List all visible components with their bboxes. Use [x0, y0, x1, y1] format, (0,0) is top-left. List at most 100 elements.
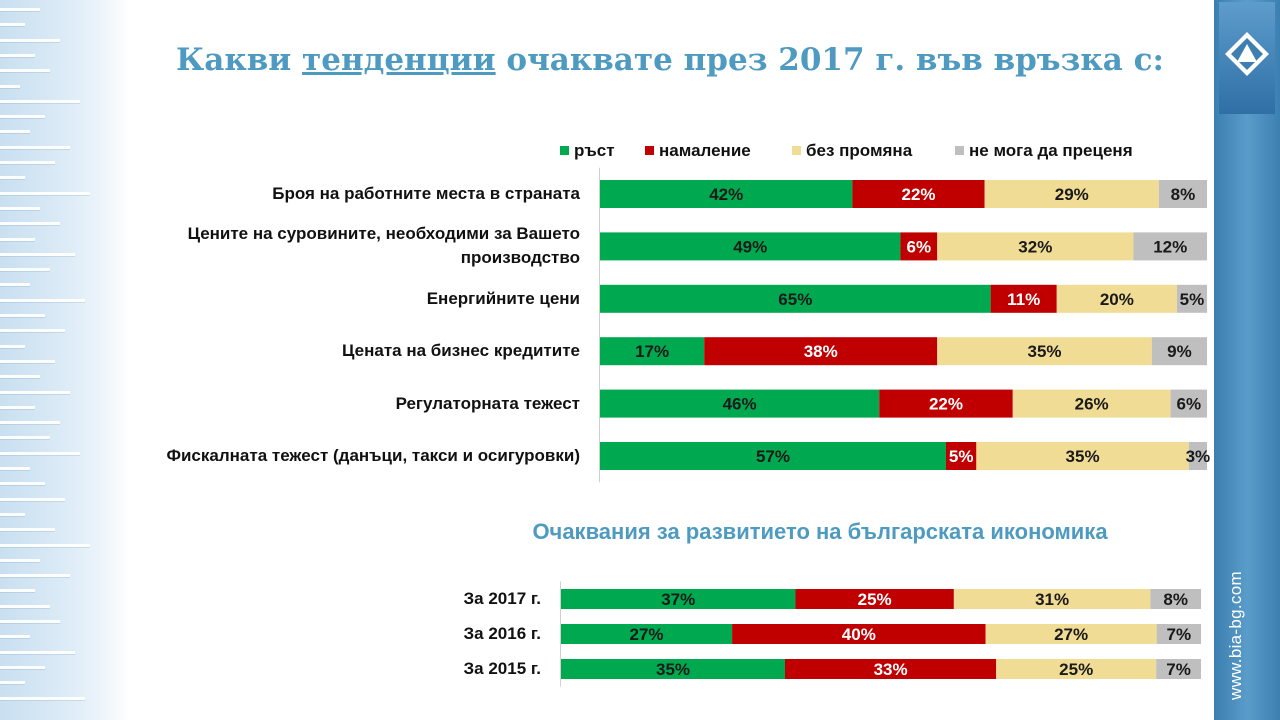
legend-item-growth: ръст — [560, 141, 615, 161]
data-label: 40% — [842, 625, 876, 644]
data-label: 29% — [1055, 185, 1089, 204]
bar-segment-cannot-judge — [1133, 232, 1207, 261]
decor-stripe — [0, 115, 45, 119]
data-label: 35% — [1028, 342, 1062, 361]
bar-segment-no-change — [996, 659, 1157, 679]
bar-segment-cannot-judge — [1150, 589, 1201, 609]
bar-segment-cannot-judge — [1156, 659, 1201, 679]
bia-logo-icon — [1219, 2, 1275, 114]
bar-segment-no-change — [1012, 389, 1171, 418]
data-label: 7% — [1167, 625, 1192, 644]
bar-segment-decrease — [945, 442, 977, 470]
decor-stripe — [0, 191, 90, 195]
bar-segment-decrease — [732, 624, 986, 644]
bar-segment-growth — [561, 589, 796, 609]
bar-segment-cannot-judge — [1188, 442, 1207, 470]
decor-stripe — [0, 421, 60, 425]
decor-stripe — [0, 436, 50, 440]
data-label: 25% — [858, 590, 892, 609]
data-label: 11% — [1007, 290, 1040, 309]
decor-stripe — [0, 497, 65, 501]
decor-stripe — [0, 604, 50, 608]
bar-segment-cannot-judge — [1176, 284, 1207, 313]
data-label: 22% — [929, 395, 963, 414]
data-label: 32% — [1018, 237, 1052, 256]
data-label: 27% — [630, 625, 664, 644]
data-label: 3% — [1186, 447, 1211, 466]
data-label: 22% — [902, 185, 936, 204]
decor-stripe — [0, 390, 70, 394]
category-label: Броя на работните места в страната — [272, 184, 580, 203]
category-label: Енергийните цени — [426, 288, 580, 308]
decor-stripe — [0, 23, 25, 27]
bar-segment-no-change — [937, 232, 1134, 261]
decor-stripe — [0, 99, 80, 103]
data-label: 20% — [1100, 290, 1134, 309]
bar-segment-cannot-judge — [1170, 389, 1207, 418]
legend-swatch — [645, 146, 654, 155]
decor-stripe — [0, 252, 75, 256]
bar-segment-growth — [600, 232, 901, 261]
category-label: За 2015 г. — [463, 659, 541, 678]
decor-stripe — [0, 482, 45, 486]
decor-stripe — [0, 8, 40, 11]
category-label: За 2017 г. — [463, 589, 541, 608]
decor-stripe — [0, 451, 80, 455]
category-label: Цените на суровините, необходими за Ваше… — [187, 224, 580, 268]
bar-segment-decrease — [785, 659, 997, 679]
legend-item-decrease: намаление — [645, 141, 751, 161]
decor-stripe — [0, 558, 40, 562]
decor-stripe — [0, 329, 65, 333]
decor-stripe — [0, 69, 50, 73]
bar-segment-growth — [600, 180, 853, 208]
decor-stripe — [0, 161, 55, 164]
decor-stripe — [0, 53, 35, 57]
title-end: очаквате през 2017 г. във връзка с: — [495, 42, 1164, 78]
decor-stripe — [0, 145, 70, 149]
decor-stripe — [0, 237, 35, 241]
legend-swatch — [560, 146, 569, 155]
bar-segment-no-change — [976, 442, 1189, 470]
data-label: 6% — [907, 237, 932, 256]
decor-stripe — [0, 283, 30, 287]
data-label: 6% — [1177, 395, 1202, 414]
decor-stripe — [0, 681, 25, 685]
data-label: 49% — [733, 237, 767, 256]
bar-segment-decrease — [704, 337, 938, 366]
right-side-band — [1214, 0, 1280, 720]
decor-stripe — [0, 635, 30, 639]
decor-stripe — [0, 589, 35, 593]
decor-stripe — [0, 84, 20, 88]
data-label: 33% — [874, 660, 908, 679]
decor-stripe — [0, 206, 40, 210]
data-label: 38% — [804, 342, 838, 361]
category-label: Регулаторната тежест — [395, 393, 580, 413]
decor-stripe — [0, 314, 45, 317]
decor-stripe — [0, 344, 25, 348]
data-label: 5% — [1180, 290, 1205, 309]
legend-item-cannot-judge: не мога да преценя — [955, 141, 1133, 161]
data-label: 12% — [1153, 237, 1187, 256]
bar-segment-no-change — [937, 337, 1152, 366]
bar-segment-no-change — [1056, 284, 1177, 313]
decor-stripe — [0, 650, 75, 654]
legend-label: намаление — [659, 141, 751, 160]
bar-segment-growth — [600, 389, 880, 418]
legend-swatch — [955, 146, 964, 155]
decor-stripe — [0, 298, 85, 302]
data-label: 27% — [1054, 625, 1088, 644]
bar-segment-growth — [600, 442, 946, 470]
bar-segment-cannot-judge — [1156, 624, 1201, 644]
decor-stripe — [0, 467, 30, 470]
bar-segment-growth — [600, 284, 991, 313]
page-title: Какви тенденции очаквате през 2017 г. въ… — [0, 42, 1280, 78]
decor-stripe — [0, 528, 55, 532]
bar-segment-decrease — [795, 589, 954, 609]
bar-segment-cannot-judge — [1151, 337, 1207, 366]
decor-stripe — [0, 405, 35, 409]
left-decoration — [0, 0, 130, 720]
category-label: Цената на бизнес кредитите — [342, 341, 580, 361]
data-label: 35% — [1066, 447, 1100, 466]
data-label: 5% — [949, 447, 974, 466]
category-label: Фискалната тежест (данъци, такси и осигу… — [166, 446, 580, 465]
